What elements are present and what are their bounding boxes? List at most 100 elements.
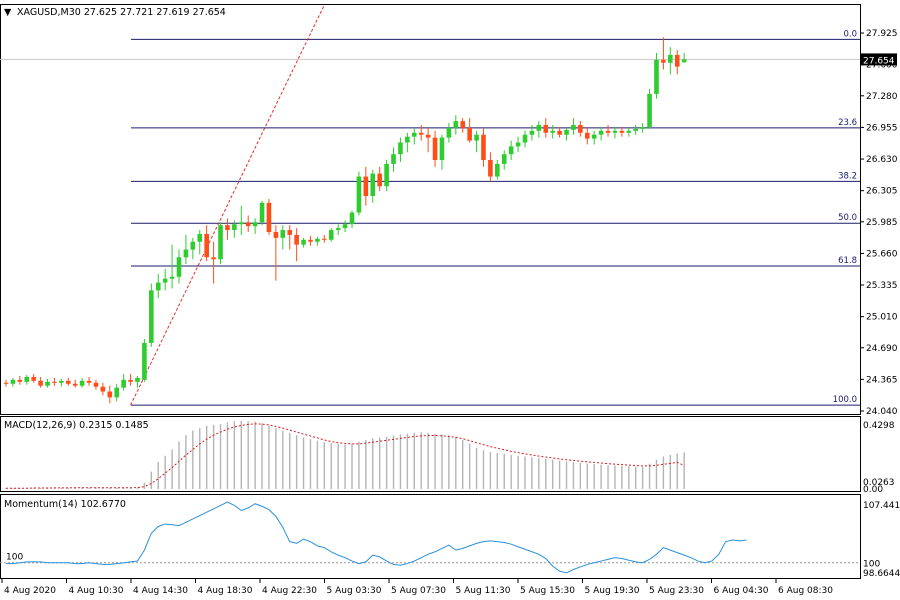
candle-body	[488, 160, 493, 177]
price-tick-label: 24.690	[866, 344, 898, 354]
candle-body	[536, 124, 542, 131]
candle-body	[432, 137, 438, 161]
candle-body	[668, 54, 673, 63]
time-tick-label: 4 Aug 18:30	[198, 586, 253, 596]
momentum-line	[6, 501, 747, 574]
candle-body	[259, 202, 265, 223]
candle-body	[114, 387, 120, 398]
time-tick-label: 4 Aug 14:30	[133, 586, 188, 596]
candle-body	[38, 380, 43, 386]
candle-body	[674, 54, 680, 67]
last-price-label: 27.654	[863, 56, 895, 66]
momentum-tick-label: 98.6644	[863, 569, 900, 579]
price-pane-frame	[0, 4, 861, 415]
candle-body	[183, 249, 189, 258]
momentum-tick-label: 100	[863, 560, 880, 570]
candle-body	[522, 134, 528, 143]
candle-body	[24, 376, 30, 382]
candle-body	[377, 173, 382, 187]
candle-body	[162, 278, 168, 283]
candle-body	[619, 130, 625, 133]
candle-body	[654, 59, 659, 94]
candle-body	[495, 163, 500, 177]
candle-body	[45, 381, 50, 386]
candle-body	[218, 225, 223, 260]
candle-body	[508, 146, 514, 155]
candle-body	[363, 176, 369, 197]
candle-body	[52, 381, 57, 383]
candle-body	[411, 132, 417, 137]
time-tick-label: 5 Aug 23:30	[649, 586, 704, 596]
macd-tick-label: 0.4298	[863, 421, 895, 431]
candle-body	[626, 130, 632, 133]
candle-body	[529, 130, 535, 135]
trend-line-layer	[130, 4, 325, 406]
candle-body	[425, 134, 431, 138]
fib-level-label: 0.0	[843, 29, 857, 39]
price-tick-label: 25.335	[866, 281, 898, 291]
candle-body	[10, 379, 16, 384]
candle-body	[391, 154, 396, 164]
candle-body	[474, 134, 479, 141]
candle-body	[661, 59, 666, 63]
price-tick-label: 24.040	[866, 407, 898, 417]
last-price-badge	[861, 53, 897, 66]
candle-body	[280, 230, 286, 238]
candle-body	[17, 379, 23, 382]
candle-body	[384, 163, 389, 187]
candlestick-series	[3, 37, 687, 404]
candle-body	[315, 238, 320, 242]
candle-body	[169, 276, 175, 279]
candle-body	[245, 222, 251, 227]
macd-tick-label: 0.0263	[863, 478, 895, 488]
time-tick-label: 4 Aug 10:30	[69, 586, 124, 596]
time-tick-label: 5 Aug 15:30	[520, 586, 575, 596]
candle-body	[370, 173, 376, 197]
macd-tick-label: 0.00	[863, 485, 883, 495]
momentum-tick-label: 107.4415	[863, 501, 900, 511]
candle-body	[446, 127, 452, 138]
candle-body	[155, 282, 161, 291]
candle-body	[190, 241, 196, 250]
candle-body	[439, 137, 445, 161]
time-axis: 4 Aug 2020 4 Aug 10:30 4 Aug 14:30 4 Aug 18…	[1, 579, 833, 596]
fib-level-label: 100.0	[833, 395, 857, 405]
price-tick-label: 27.280	[866, 92, 898, 102]
momentum-header: Momentum(14) 102.6770	[4, 499, 126, 510]
candle-body	[149, 290, 154, 343]
candle-body	[238, 222, 244, 225]
candle-body	[550, 130, 555, 133]
candle-body	[79, 380, 85, 386]
candle-body	[612, 130, 618, 133]
candle-body	[633, 128, 639, 131]
candle-body	[93, 382, 99, 387]
candle-body	[128, 379, 133, 382]
candle-body	[294, 234, 299, 245]
price-tick-label: 25.985	[866, 218, 898, 228]
candle-body	[252, 222, 258, 227]
candle-body	[398, 142, 403, 155]
candle-body	[328, 230, 334, 240]
momentum-level-label: 100	[6, 553, 23, 563]
price-tick-label: 25.010	[866, 313, 898, 323]
candle-body	[543, 124, 549, 133]
symbol-dropdown-icon[interactable]: ▼	[4, 7, 12, 18]
candle-body	[342, 224, 348, 229]
candle-body	[356, 176, 362, 213]
candle-body	[266, 202, 272, 232]
candle-body	[31, 376, 36, 381]
candle-body	[598, 130, 604, 135]
candle-body	[501, 154, 507, 164]
candle-body	[72, 383, 78, 386]
time-tick-label: 5 Aug 07:30	[391, 586, 446, 596]
candle-body	[197, 233, 203, 242]
candle-body	[86, 380, 92, 383]
candle-body	[232, 224, 237, 231]
macd-signal-line	[6, 423, 685, 489]
time-tick-label: 6 Aug 08:30	[778, 586, 833, 596]
candle-body	[578, 124, 583, 133]
time-tick-label: 4 Aug 2020	[4, 586, 56, 596]
candle-body	[515, 142, 521, 147]
fib-level-label: 23.6	[838, 118, 857, 128]
